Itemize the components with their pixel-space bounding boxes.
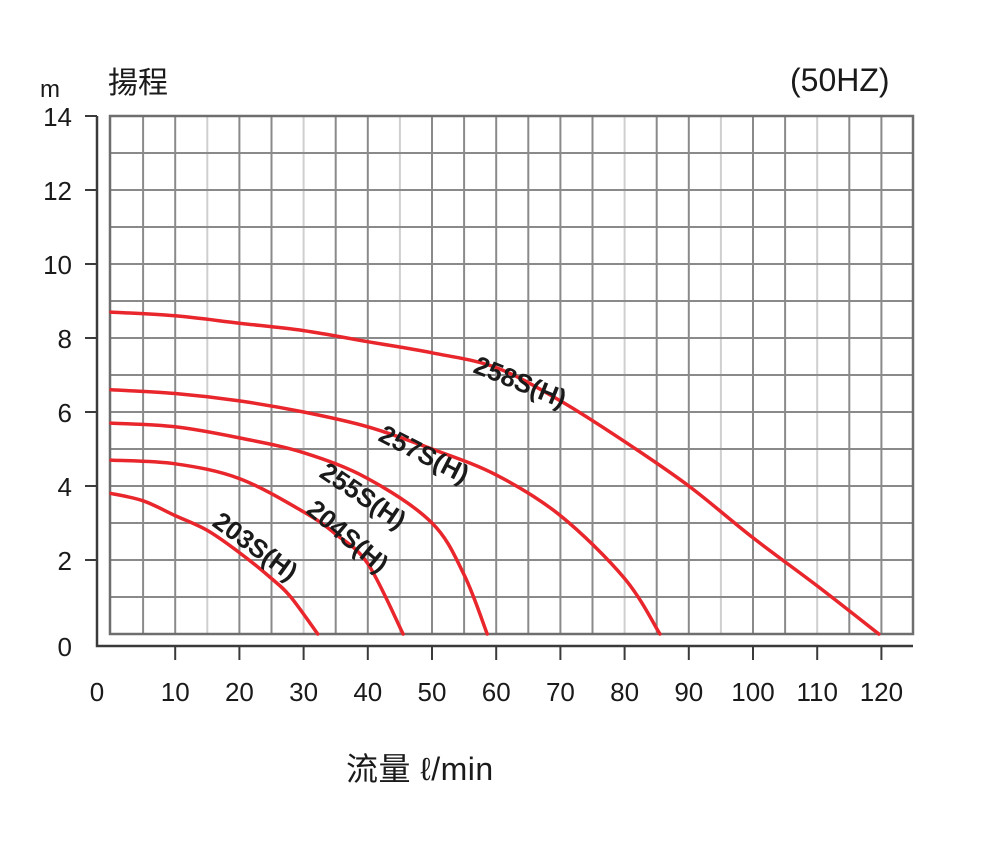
x-tick-label: 60 [482,677,511,707]
curve-257sh [109,388,662,636]
x-tick-label: 30 [289,677,318,707]
grid [108,114,915,636]
y-tick-label: 14 [43,102,72,132]
y-unit-label: m [40,76,60,103]
y-tick-label: 10 [43,250,72,280]
y-tick-label: 4 [58,472,72,502]
x-tick-label: 100 [731,677,774,707]
curve-204sh [109,458,405,636]
curve-203sh [109,491,320,636]
y-tick-label: 8 [58,324,72,354]
x-tick-label: 120 [860,677,903,707]
x-tick-label: 0 [90,677,104,707]
x-tick-label: 90 [674,677,703,707]
performance-curves [109,310,881,636]
curve-258sh [109,310,881,636]
y-axis-title: 揚程 [108,67,168,100]
y-tick-label: 6 [58,398,72,428]
x-tick-label: 50 [418,677,447,707]
x-tick-label: 10 [161,677,190,707]
curve-label: 257S(H) [374,419,474,490]
tick-labels: 0 2 4 6 8 10 12 14 0 10 20 30 40 50 60 70 80 90 100 110 120 [43,102,903,707]
y-tick-label: 2 [58,546,72,576]
x-tick-label: 40 [353,677,382,707]
y-tick-label: 0 [58,632,72,662]
x-axis-title: 流量 ℓ/min [346,751,494,787]
curve-labels: 258S(H)257S(H)255S(H)204S(H)203S(H) [207,350,570,587]
x-tick-label: 110 [796,677,837,707]
axes [85,115,913,660]
x-tick-label: 70 [546,677,575,707]
frequency-label: (50HZ) [790,62,890,98]
y-tick-label: 12 [43,176,72,206]
curve-255sh [109,421,489,636]
axis-lines [95,116,913,648]
plot-frame [108,114,915,636]
x-tick-label: 20 [225,677,254,707]
curve-label: 203S(H) [207,506,303,587]
curve-label: 258S(H) [470,350,571,414]
x-tick-label: 80 [610,677,639,707]
